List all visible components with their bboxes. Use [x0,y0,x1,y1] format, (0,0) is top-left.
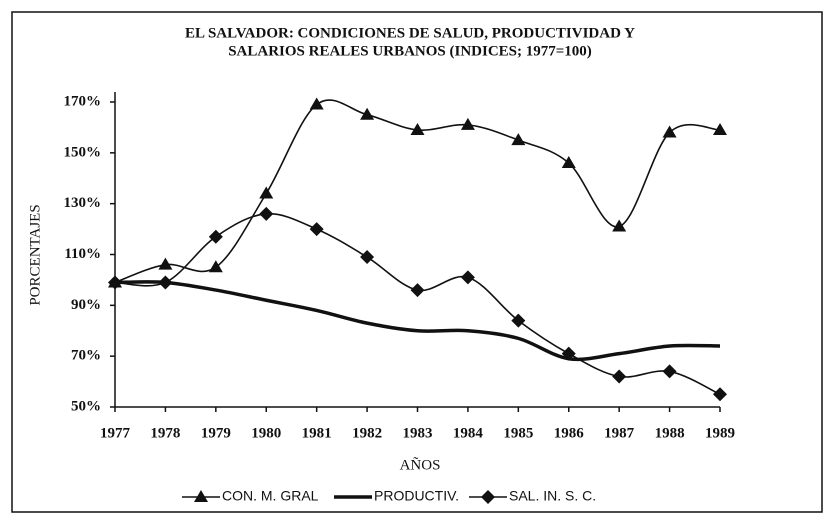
x-tick-label: 1989 [705,425,735,441]
marker [460,117,475,130]
x-tick-label: 1978 [150,425,180,441]
x-tick-label: 1979 [201,425,231,441]
y-tick-label: 170% [64,93,102,109]
marker [208,260,223,273]
y-tick-label: 70% [71,348,101,364]
x-tick-label: 1984 [453,425,484,441]
marker [460,270,475,285]
y-tick-label: 150% [64,144,102,160]
chart-title: SALARIOS REALES URBANOS (INDICES; 1977=1… [228,43,592,59]
y-tick-label: 110% [64,246,101,262]
marker [612,219,627,232]
x-tick-label: 1985 [503,425,533,441]
marker [662,364,677,379]
marker [158,257,173,270]
marker [158,275,173,290]
x-tick-label: 1981 [302,425,332,441]
y-axis-label: PORCENTAJES [27,204,43,305]
legend-label: SAL. IN. S. C. [509,488,596,504]
marker [410,122,425,135]
x-tick-label: 1977 [100,425,131,441]
marker [481,490,495,504]
x-tick-label: 1987 [604,425,635,441]
chart-title: EL SALVADOR: CONDICIONES DE SALUD, PRODU… [185,25,635,41]
x-tick-label: 1986 [554,425,585,441]
marker [561,346,576,361]
marker [410,283,425,298]
marker [259,186,274,199]
legend-label: PRODUCTIV. [374,488,459,504]
x-tick-label: 1983 [403,425,433,441]
marker [511,313,526,328]
y-tick-label: 50% [71,398,101,414]
x-tick-label: 1982 [352,425,382,441]
marker [194,490,208,502]
y-tick-label: 130% [64,195,102,211]
series-line [114,280,721,362]
y-tick-label: 90% [71,297,101,313]
legend-label: CON. M. GRAL [222,488,319,504]
frame [11,11,823,513]
marker [713,387,727,402]
marker [208,229,223,244]
marker [662,125,677,138]
marker [360,250,375,265]
marker [108,275,122,290]
marker [561,156,576,168]
marker [309,222,324,237]
marker [309,97,324,110]
marker [259,206,274,221]
marker [360,107,375,120]
marker [713,122,727,135]
x-tick-label: 1988 [655,425,685,441]
x-axis-label: AÑOS [400,457,441,473]
marker [612,369,627,384]
series-line [114,213,721,396]
x-tick-label: 1980 [251,425,281,441]
marker [511,133,526,146]
